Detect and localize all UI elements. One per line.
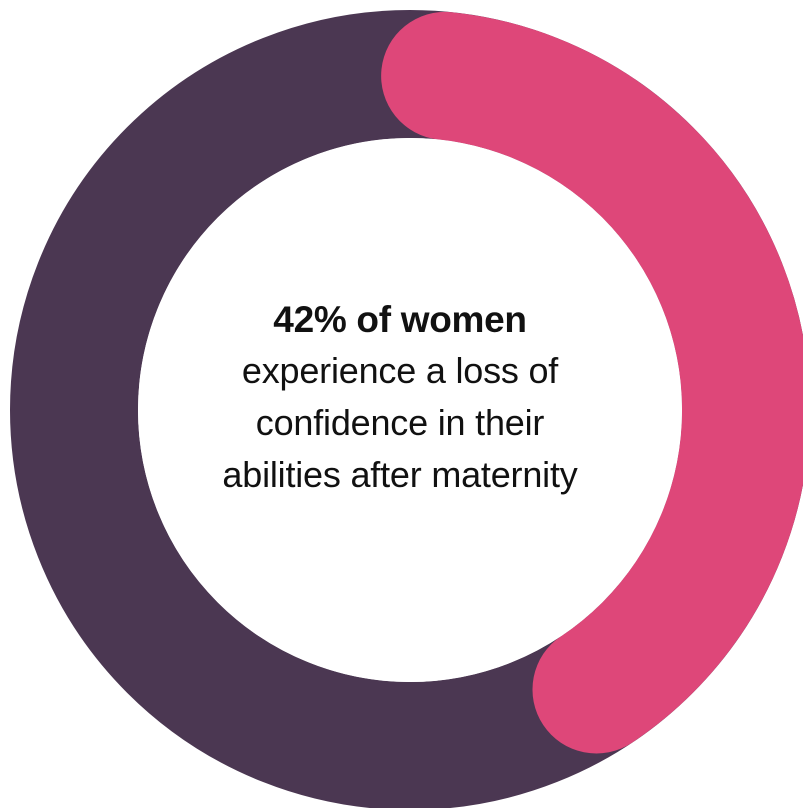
center-label: 42% of women experience a loss of confid…: [160, 295, 640, 501]
donut-highlight-slice: [381, 11, 803, 754]
description-line-2: confidence in their: [255, 402, 545, 443]
description-line-3: abilities after maternity: [222, 454, 578, 495]
description-line-1: experience a loss of: [241, 350, 559, 391]
headline-stat: 42% of women: [273, 299, 527, 340]
donut-center: [138, 138, 682, 682]
